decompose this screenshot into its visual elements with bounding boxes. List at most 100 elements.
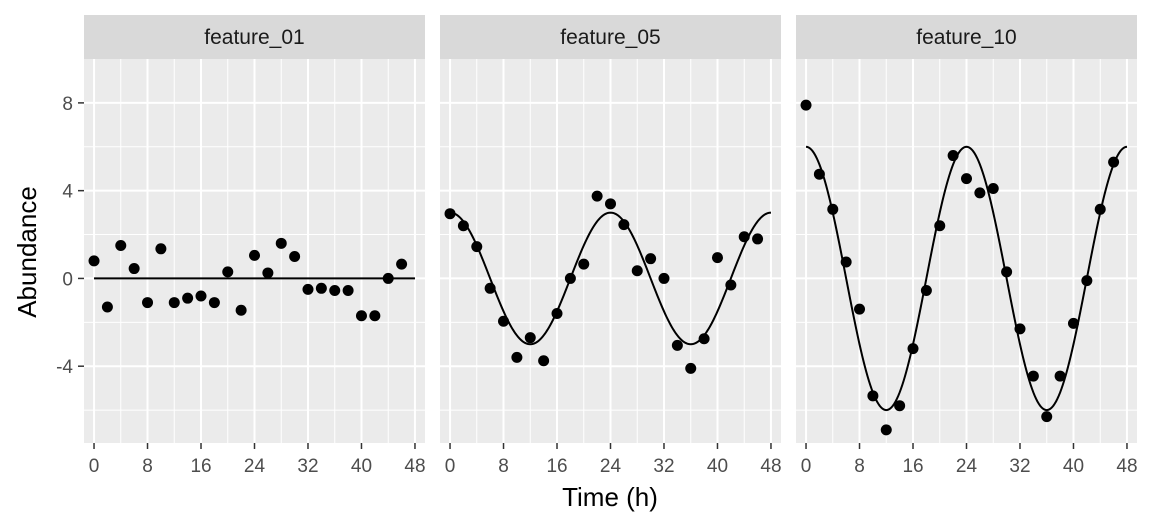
data-point (289, 250, 301, 262)
data-point (551, 308, 563, 320)
data-point (484, 282, 496, 294)
data-point (182, 292, 194, 304)
data-point (88, 255, 100, 267)
data-point (1041, 411, 1053, 423)
data-point (800, 99, 812, 111)
data-point (934, 220, 946, 232)
data-point (1067, 317, 1079, 329)
x-tick-label: 16 (902, 456, 923, 477)
data-point (471, 241, 483, 253)
data-point (578, 258, 590, 270)
data-point (605, 198, 616, 210)
data-point (840, 256, 852, 268)
data-point (591, 190, 603, 202)
data-point (128, 263, 140, 275)
x-tick-label: 0 (89, 456, 100, 477)
x-tick-label: 8 (498, 456, 509, 477)
data-point (658, 272, 670, 284)
data-point (947, 150, 959, 162)
data-point (195, 290, 207, 302)
data-point (1054, 370, 1066, 382)
data-point (645, 253, 657, 265)
data-point (355, 310, 367, 322)
data-point (396, 258, 408, 270)
data-point (725, 279, 737, 291)
data-point (208, 297, 220, 309)
data-point (618, 219, 630, 231)
x-tick-label: 48 (1116, 456, 1137, 477)
x-tick-label: 0 (445, 456, 456, 477)
x-tick-label: 32 (297, 456, 318, 477)
data-point (1014, 323, 1026, 335)
data-point (168, 297, 180, 309)
x-tick-label: 48 (404, 456, 425, 477)
data-point (894, 400, 906, 412)
data-point (631, 265, 643, 277)
x-tick-label: 24 (956, 456, 978, 477)
data-point (1027, 370, 1039, 382)
data-point (275, 237, 287, 249)
x-tick-label: 8 (142, 456, 153, 477)
data-point (987, 182, 999, 194)
data-point (880, 424, 892, 436)
data-point (342, 284, 354, 296)
facet-strip (440, 15, 781, 59)
data-point (235, 304, 247, 316)
data-point (1001, 266, 1013, 278)
data-point (222, 266, 234, 278)
data-point (1108, 156, 1120, 168)
data-point (444, 208, 456, 220)
data-point (698, 333, 710, 345)
facet-panel-feature_10: feature_10 0 8 16 24 32 40 48 (796, 15, 1138, 477)
fit-line (449, 211, 772, 346)
y-axis-title: Abundance (12, 186, 42, 318)
data-point (101, 301, 113, 313)
data-point (457, 220, 469, 232)
y-tick-label: -4 (56, 357, 73, 378)
facet-panel-feature_01: feature_01 0 8 16 24 32 40 48 (84, 15, 426, 477)
y-axis: -4 0 4 8 (56, 94, 84, 378)
x-tick-label: 40 (351, 456, 372, 477)
data-point (302, 283, 314, 295)
data-point (315, 282, 327, 294)
data-point (498, 315, 510, 327)
data-point (142, 297, 154, 309)
data-point (961, 173, 972, 185)
data-point (564, 272, 576, 284)
facet-strip-label: feature_01 (204, 26, 304, 49)
x-tick-label: 24 (600, 456, 622, 477)
x-tick-label: 40 (1063, 456, 1084, 477)
fit-line (805, 145, 1128, 412)
data-point (262, 267, 274, 279)
data-point (827, 203, 839, 215)
y-tick-label: 8 (62, 94, 73, 115)
y-tick-label: 4 (62, 182, 73, 203)
data-point (369, 310, 381, 322)
x-tick-label: 8 (854, 456, 865, 477)
data-point (685, 362, 697, 374)
data-point (854, 303, 866, 315)
data-point (920, 284, 932, 296)
data-point (538, 355, 550, 367)
data-point (867, 390, 879, 402)
data-point (1094, 203, 1106, 215)
x-axis-title: Time (h) (562, 482, 658, 512)
facet-strip-label: feature_05 (560, 26, 660, 49)
data-point (711, 252, 723, 264)
data-point (752, 233, 764, 245)
data-point (329, 284, 341, 296)
data-point (382, 272, 394, 284)
panels-layer: feature_01 0 8 16 24 32 40 48 feature_05 0 8 16 24 32… (84, 15, 1138, 477)
x-tick-label: 24 (244, 456, 266, 477)
data-point (115, 240, 127, 252)
x-tick-label: 48 (760, 456, 781, 477)
facet-strip-label: feature_10 (916, 26, 1016, 49)
data-point (249, 249, 260, 261)
data-point (155, 243, 167, 255)
data-point (738, 231, 750, 243)
x-tick-label: 16 (546, 456, 567, 477)
data-point (1081, 275, 1093, 287)
data-point (974, 187, 986, 199)
data-point (511, 351, 523, 363)
